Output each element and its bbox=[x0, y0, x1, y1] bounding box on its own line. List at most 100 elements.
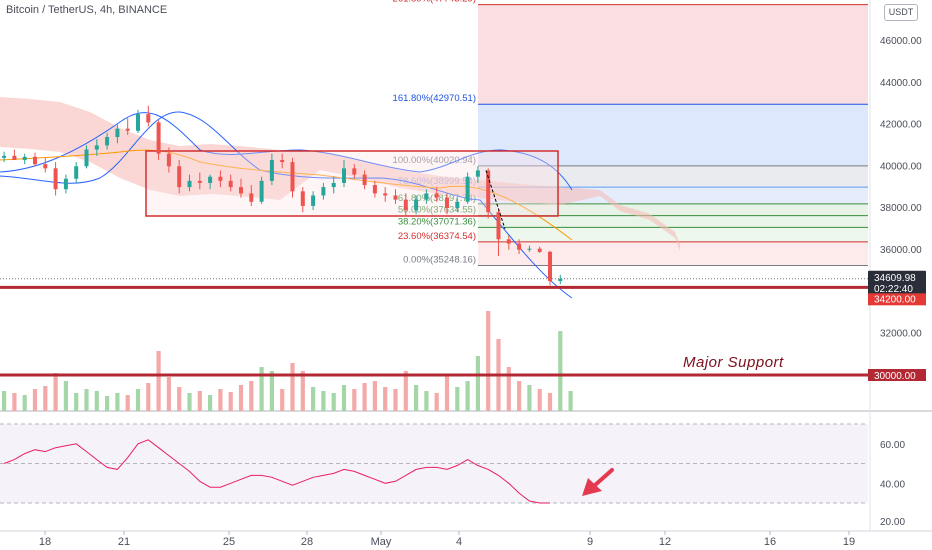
volume-bar bbox=[115, 393, 120, 411]
candle-body bbox=[2, 155, 7, 158]
fib-zone bbox=[478, 4, 868, 105]
volume-bar bbox=[568, 391, 573, 411]
candle-body bbox=[290, 162, 295, 192]
candle-body bbox=[486, 170, 491, 213]
time-tick-label: 28 bbox=[301, 536, 313, 548]
volume-bar bbox=[208, 395, 213, 411]
candle-body bbox=[496, 212, 501, 240]
candle-body bbox=[300, 191, 305, 206]
candle-body bbox=[455, 201, 460, 208]
volume-bar bbox=[197, 391, 202, 411]
volume-bar bbox=[414, 385, 419, 411]
candle-body bbox=[506, 239, 511, 244]
fib-zone bbox=[478, 215, 868, 228]
candle-body bbox=[383, 193, 388, 196]
volume-bar bbox=[269, 371, 274, 411]
volume-bar bbox=[105, 396, 110, 411]
volume-bar bbox=[434, 393, 439, 411]
candle-body bbox=[125, 128, 130, 131]
candle-body bbox=[403, 199, 408, 211]
candle-body bbox=[372, 185, 377, 194]
candle-body bbox=[218, 176, 223, 181]
candle-body bbox=[63, 178, 68, 190]
candle-body bbox=[475, 170, 480, 177]
volume-bar bbox=[517, 381, 522, 411]
volume-bar bbox=[444, 375, 450, 411]
candle-body bbox=[558, 278, 563, 282]
volume-bar bbox=[218, 389, 223, 411]
time-tick-label: 4 bbox=[456, 536, 462, 548]
candle-body bbox=[352, 168, 357, 175]
volume-bar bbox=[537, 389, 542, 411]
candle-body bbox=[166, 153, 171, 167]
volume-bar bbox=[156, 351, 161, 411]
volume-bar bbox=[527, 385, 532, 411]
candle-body bbox=[269, 159, 274, 181]
bar-countdown: 02:22:40 bbox=[874, 284, 913, 295]
candle-body bbox=[53, 168, 58, 190]
volume-bar bbox=[341, 385, 347, 411]
volume-bar bbox=[22, 395, 27, 411]
last-price-value: 34609.98 bbox=[874, 273, 916, 284]
candle-body bbox=[74, 166, 79, 179]
candle-body bbox=[517, 243, 522, 250]
time-tick-label: 9 bbox=[587, 536, 593, 548]
volume-bar bbox=[547, 393, 553, 411]
price-tick-label: 46000.00 bbox=[880, 36, 922, 47]
candle-body bbox=[259, 180, 264, 202]
bollinger-upper bbox=[0, 112, 573, 191]
price-tick-label: 44000.00 bbox=[880, 78, 922, 89]
volume-bar bbox=[187, 393, 192, 411]
volume-bar bbox=[146, 383, 151, 411]
volume-bar bbox=[32, 389, 38, 411]
time-tick-label: 21 bbox=[118, 536, 130, 548]
price-tick-label: 32000.00 bbox=[880, 328, 922, 339]
fib-level-label: 38.20%(37071.36) bbox=[398, 216, 476, 227]
rsi-tick-label: 40.00 bbox=[880, 479, 905, 490]
volume-bar bbox=[43, 386, 48, 411]
candle-body bbox=[105, 137, 110, 146]
major-support-annotation: Major Support bbox=[683, 354, 784, 371]
currency-badge[interactable]: USDT bbox=[884, 4, 918, 21]
candle-body bbox=[22, 156, 27, 160]
volume-bar bbox=[486, 311, 491, 411]
volume-bar bbox=[321, 391, 326, 411]
candle-body bbox=[187, 180, 192, 188]
volume-bar bbox=[311, 387, 316, 411]
volume-bar bbox=[393, 389, 398, 411]
fib-level-label: 50.00%(37634.55) bbox=[398, 205, 476, 216]
volume-bar bbox=[74, 393, 79, 411]
major-support-badge-value: 30000.00 bbox=[874, 371, 916, 382]
volume-bar bbox=[166, 377, 171, 411]
volume-bar bbox=[125, 395, 130, 411]
fib-zone bbox=[478, 104, 868, 166]
candle-body bbox=[414, 199, 419, 211]
rsi-tick-label: 60.00 bbox=[880, 440, 905, 451]
volume-bar bbox=[63, 381, 68, 411]
time-tick-label: 18 bbox=[39, 536, 51, 548]
candle-body bbox=[33, 156, 37, 165]
volume-bar bbox=[53, 373, 58, 411]
candle-body bbox=[239, 187, 243, 194]
price-tick-label: 36000.00 bbox=[880, 245, 922, 256]
volume-bar bbox=[352, 389, 357, 411]
candle-body bbox=[177, 166, 182, 188]
drop-projection-line bbox=[485, 170, 506, 230]
candle-body bbox=[393, 195, 398, 200]
volume-bar bbox=[94, 391, 99, 411]
candle-body bbox=[537, 248, 542, 252]
candle-body bbox=[424, 193, 429, 200]
candle-body bbox=[465, 176, 470, 202]
candle-body bbox=[362, 174, 367, 186]
volume-bar bbox=[506, 367, 511, 411]
arrow-head bbox=[582, 478, 602, 496]
fib-level-label: 161.80%(42970.51) bbox=[393, 93, 476, 104]
volume-bar bbox=[383, 387, 388, 411]
candle-body bbox=[43, 164, 48, 169]
candle-body bbox=[527, 248, 532, 250]
volume-bar bbox=[135, 389, 141, 411]
volume-bar bbox=[465, 381, 470, 411]
volume-bar bbox=[475, 356, 480, 411]
rsi-line bbox=[3, 439, 550, 504]
